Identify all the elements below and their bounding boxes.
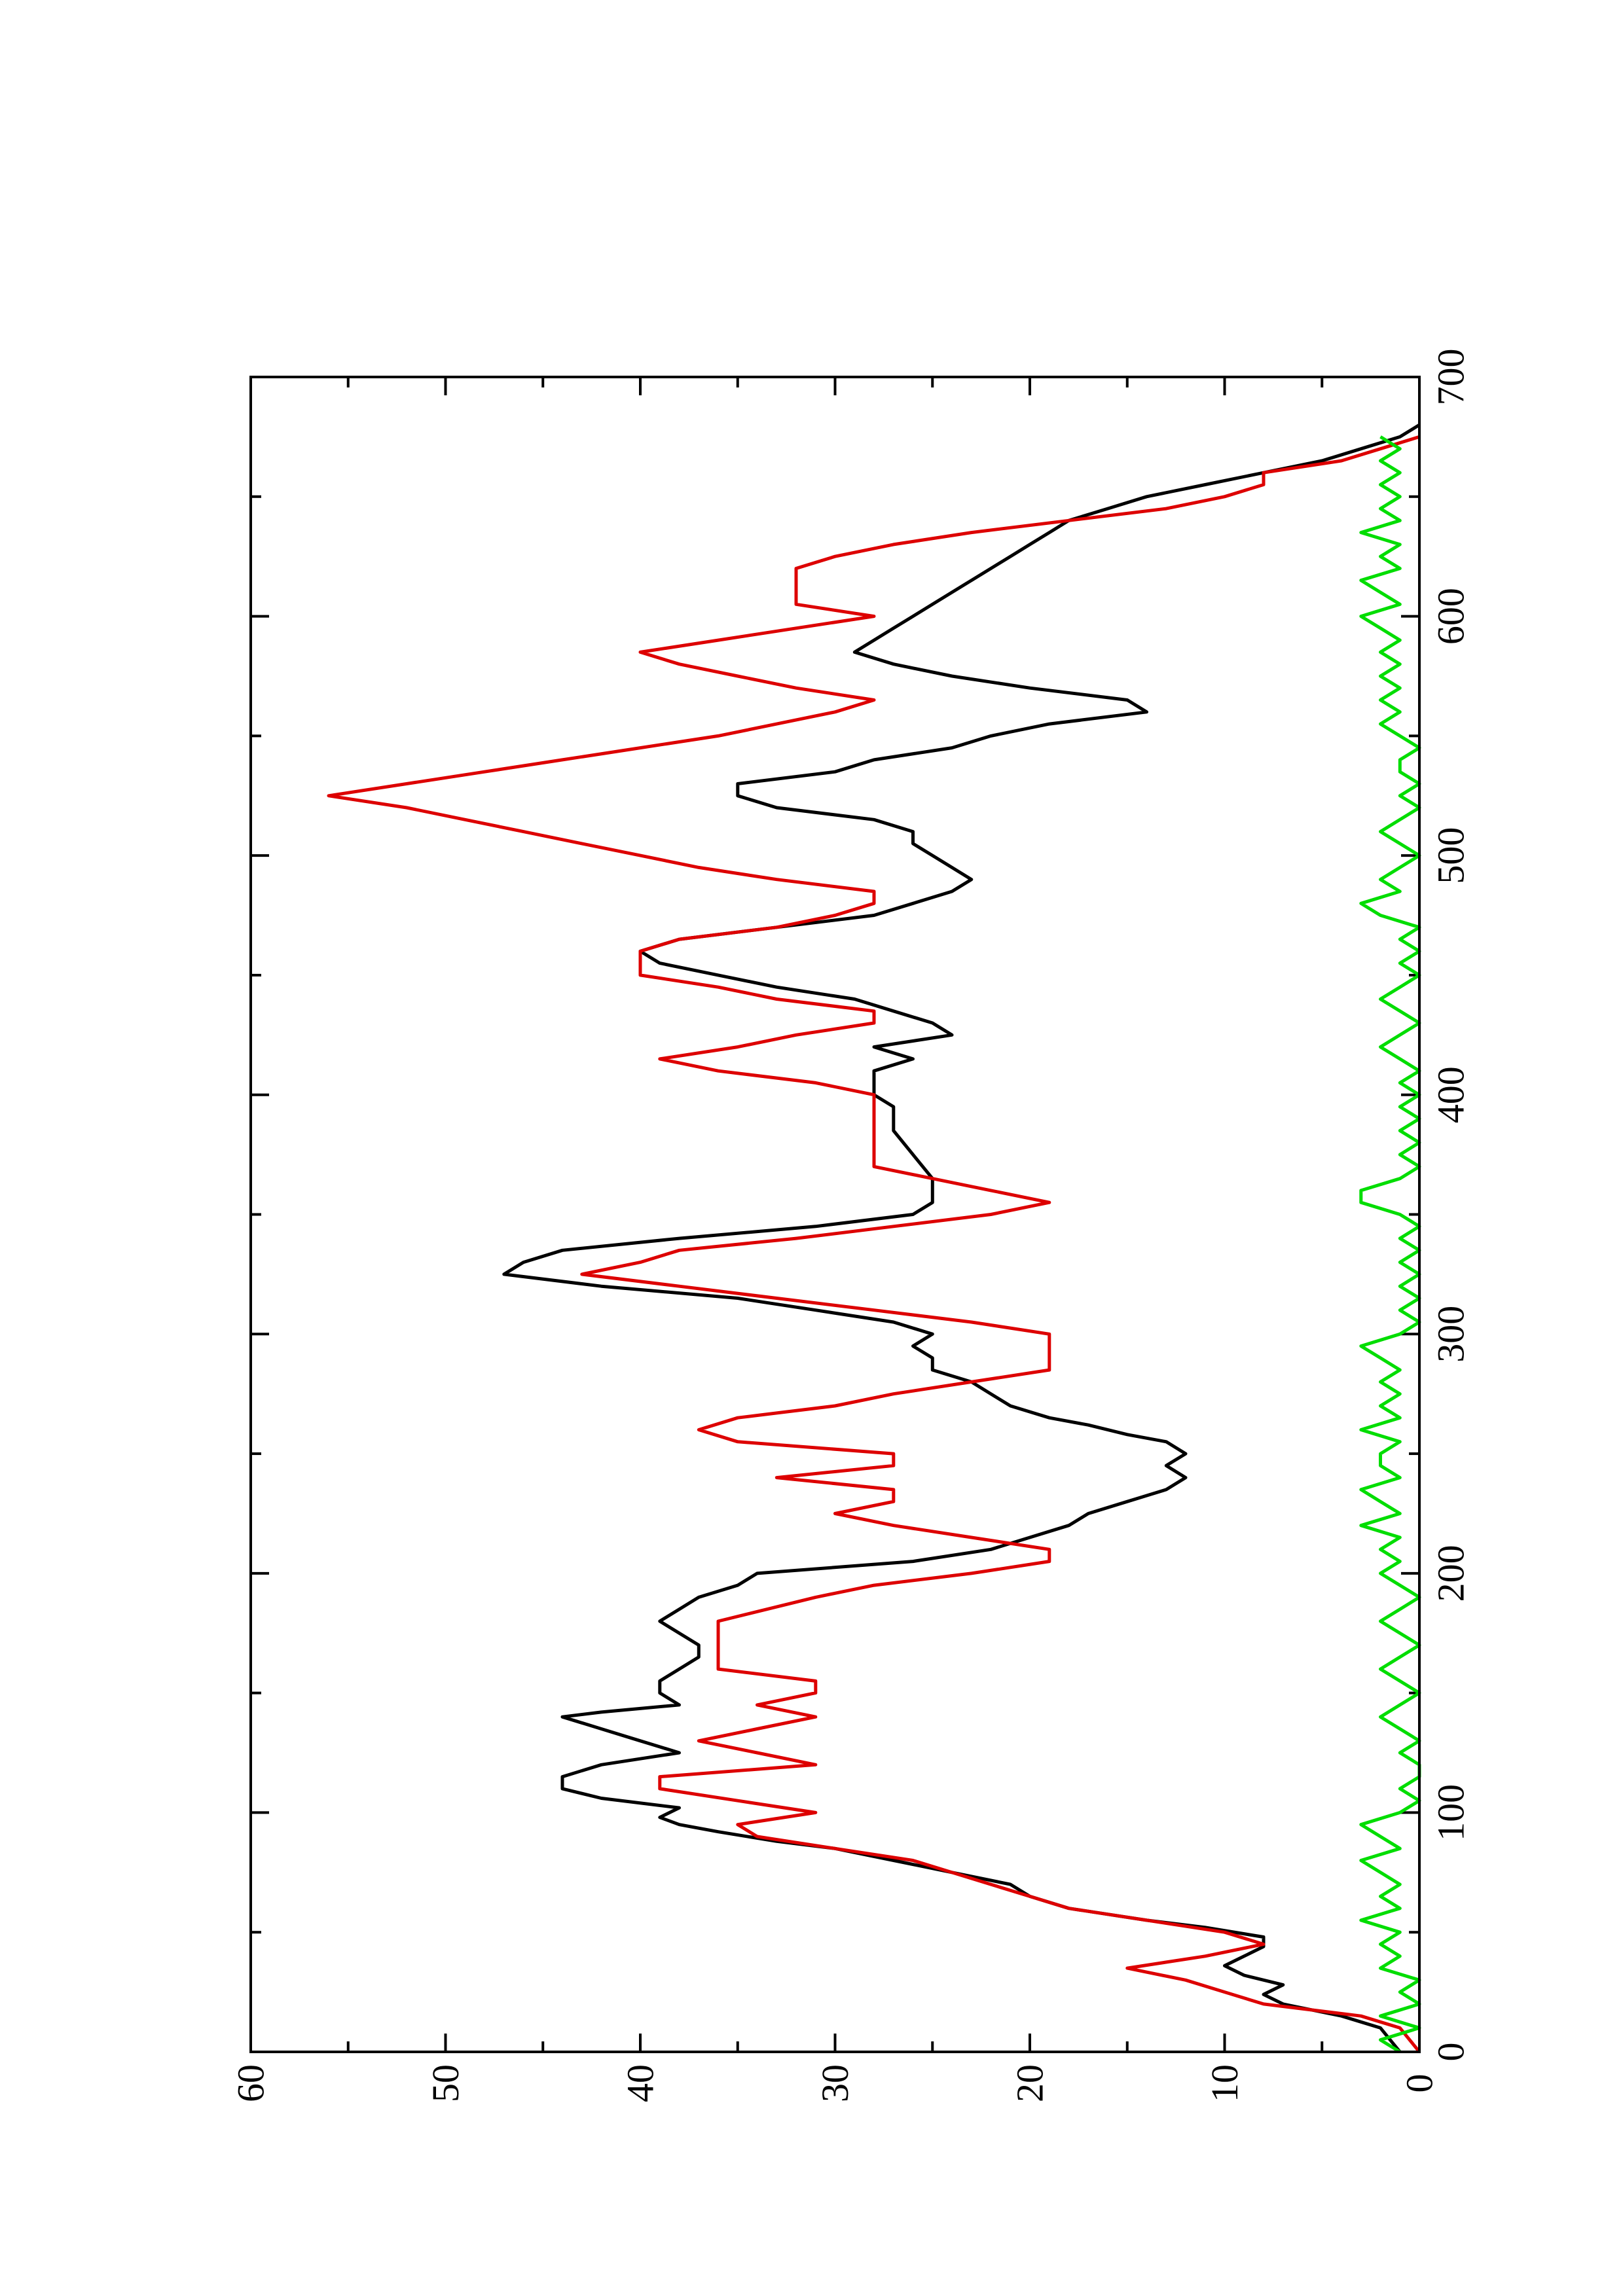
- x-tick-label: 100: [1430, 1784, 1472, 1841]
- y-tick-label: 20: [1009, 2064, 1051, 2102]
- tick-labels: 0 100 200 300 400 500 600 700 0 10 20 30 40 50 60: [230, 349, 1472, 2103]
- x-tick-label: 700: [1430, 349, 1472, 406]
- x-tick-label: 400: [1430, 1066, 1472, 1123]
- axis-ticks: [249, 376, 1421, 2053]
- y-tick-label: 10: [1203, 2064, 1246, 2102]
- x-tick-label: 600: [1430, 588, 1472, 645]
- y-tick-label: 60: [230, 2064, 272, 2102]
- y-tick-label: 50: [424, 2064, 467, 2102]
- x-tick-label: 300: [1430, 1306, 1472, 1363]
- series-group: [327, 423, 1421, 2054]
- y-tick-label: 40: [619, 2064, 662, 2102]
- x-tick-label: 0: [1430, 2043, 1472, 2062]
- series-line-3: [1359, 435, 1421, 2054]
- series-line-2: [327, 435, 1421, 2053]
- y-tick-label: 0: [1398, 2074, 1441, 2093]
- y-tick-label: 30: [814, 2064, 856, 2102]
- plot-frame: [249, 376, 1421, 2053]
- x-tick-label: 500: [1430, 827, 1472, 884]
- x-tick-label: 200: [1430, 1545, 1472, 1602]
- series-line-1: [502, 423, 1421, 2053]
